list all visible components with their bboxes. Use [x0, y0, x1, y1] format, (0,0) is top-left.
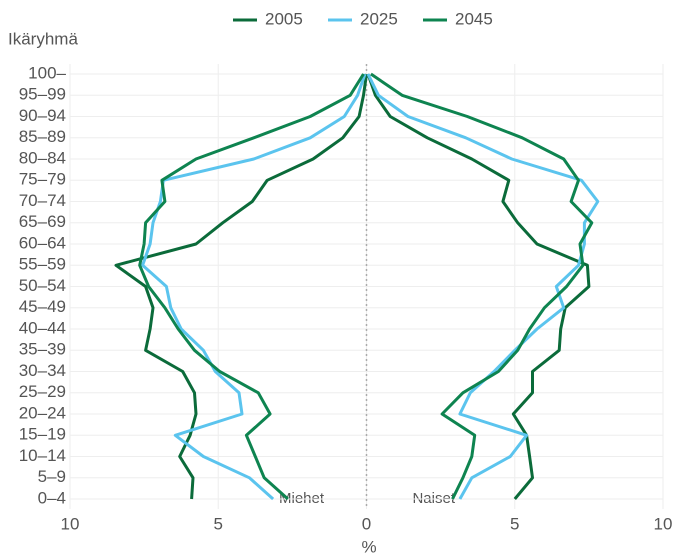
y-tick-label: 40–44 [19, 318, 66, 337]
y-tick-label: 100– [28, 63, 66, 82]
series-line [114, 73, 368, 500]
x-axis-label: % [361, 537, 376, 556]
series-line [138, 73, 365, 501]
legend-label: 2005 [265, 9, 303, 28]
y-tick-label: 55–59 [19, 255, 66, 274]
annotation: Naiset [412, 490, 455, 507]
y-tick-label: 45–49 [19, 297, 66, 316]
x-tick-label: 5 [510, 514, 519, 533]
series-line [366, 73, 591, 500]
y-tick-label: 85–89 [19, 127, 66, 146]
x-tick-label: 10 [654, 514, 673, 533]
y-tick-label: 20–24 [19, 403, 66, 422]
y-tick-label: 70–74 [19, 191, 66, 210]
y-tick-label: 50–54 [19, 276, 66, 295]
y-tick-label: 0–4 [38, 488, 66, 507]
y-tick-label: 30–34 [19, 361, 66, 380]
y-tick-label: 80–84 [19, 148, 66, 167]
y-tick-label: 5–9 [38, 467, 66, 486]
y-tick-label: 35–39 [19, 340, 66, 359]
y-tick-label: 10–14 [19, 446, 66, 465]
legend-label: 2045 [455, 9, 493, 28]
series-line [366, 73, 600, 500]
annotation: Miehet [279, 490, 325, 507]
y-tick-label: 15–19 [19, 425, 66, 444]
y-tick-label: 25–29 [19, 382, 66, 401]
y-tick-label: 90–94 [19, 106, 66, 125]
legend-label: 2025 [360, 9, 398, 28]
x-tick-label: 5 [214, 514, 223, 533]
series-line [141, 73, 367, 501]
series-line [370, 72, 594, 500]
y-tick-label: 95–99 [19, 85, 66, 104]
y-tick-label: 65–69 [19, 212, 66, 231]
x-tick-label: 0 [362, 514, 371, 533]
y-tick-label: 60–64 [19, 233, 66, 252]
y-tick-label: 75–79 [19, 170, 66, 189]
x-tick-label: 10 [61, 514, 80, 533]
chart-title: Ikäryhmä [8, 29, 78, 48]
